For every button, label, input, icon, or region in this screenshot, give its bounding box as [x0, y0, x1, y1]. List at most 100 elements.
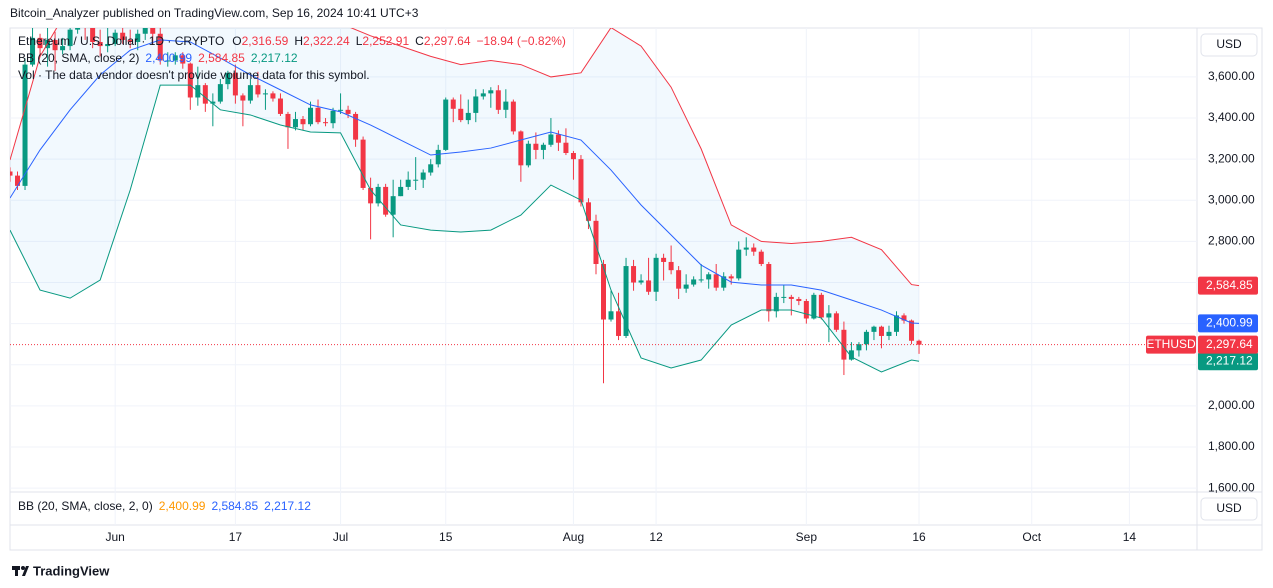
candle-body: [698, 279, 704, 281]
candle-body: [578, 159, 584, 203]
candle-body: [217, 84, 223, 102]
candle-body: [721, 276, 727, 288]
candle-body: [616, 311, 622, 336]
indicator-value: 2,217.12: [264, 499, 311, 513]
candle-body: [856, 344, 862, 351]
candle-body: [826, 313, 832, 318]
price-tag: [1198, 352, 1258, 371]
price-tag-label: 2,297.64: [1206, 337, 1253, 351]
x-tick-label: 15: [439, 530, 453, 544]
c-value: 2,297.64: [424, 34, 471, 48]
candle-body: [848, 350, 854, 360]
candle-body: [135, 33, 141, 42]
plot: [10, 28, 1197, 384]
y-tick-label: 3,600.00: [1208, 69, 1255, 83]
candle-body: [232, 72, 238, 96]
overlays: 1,600.001,800.002,000.002,200.002,400.00…: [105, 69, 1258, 544]
band-line: [10, 84, 920, 373]
candle-body: [120, 32, 126, 40]
candle-body: [788, 296, 794, 299]
candle-body: [157, 33, 163, 61]
o-label: O: [232, 34, 241, 48]
candle-body: [150, 28, 156, 34]
y-tick-label: 2,000.00: [1208, 398, 1255, 412]
candle-body: [180, 55, 186, 64]
candle-body: [465, 112, 471, 121]
candle-body: [533, 143, 539, 150]
x-tick-label: Aug: [563, 530, 584, 544]
candle-body: [713, 274, 719, 288]
currency-button[interactable]: [1200, 33, 1258, 57]
legend-line: Ethereum / U.S. Dollar · 1D · CRYPTO O2,3…: [18, 34, 566, 48]
h-label: H: [294, 34, 303, 48]
bb-label: BB (20, SMA, close, 2): [18, 51, 139, 65]
band-line: [10, 39, 920, 324]
candle-body: [488, 90, 494, 94]
candle-body: [75, 28, 81, 30]
currency-button[interactable]: [1200, 497, 1258, 521]
price-tag: [1198, 314, 1258, 333]
candle-body: [503, 101, 509, 110]
candle-body: [833, 313, 839, 330]
candle-body: [878, 326, 884, 336]
candle-body: [420, 172, 426, 180]
x-tick-label: Jun: [105, 530, 124, 544]
change: −18.94 (−0.82%): [477, 34, 566, 48]
candle-body: [863, 331, 869, 345]
candle-body: [736, 249, 742, 279]
candle-body: [743, 247, 749, 250]
candle-body: [525, 143, 531, 166]
candle-body: [886, 331, 892, 336]
candle-body: [653, 257, 659, 292]
candle-body: [10, 171, 13, 176]
candle-body: [277, 98, 283, 114]
symbol-tag: [1146, 335, 1196, 354]
candle-body: [450, 99, 456, 109]
candle-body: [593, 220, 599, 265]
price-tag: [1198, 276, 1258, 295]
currency[interactable]: USD: [1216, 501, 1242, 515]
candle-body: [285, 113, 291, 128]
candle-body: [548, 134, 554, 145]
candle-body: [473, 96, 479, 113]
candle-body: [781, 296, 787, 298]
candle-body: [570, 152, 576, 160]
candle-body: [916, 340, 922, 345]
candle-body: [315, 107, 321, 123]
y-tick-label: 1,800.00: [1208, 439, 1255, 453]
x-tick-label: 17: [229, 530, 243, 544]
currency[interactable]: USD: [1216, 37, 1242, 51]
y-tick-label: 1,600.00: [1208, 480, 1255, 494]
candle-body: [405, 179, 411, 187]
candle-body: [758, 251, 764, 265]
y-tick-label: 3,200.00: [1208, 151, 1255, 165]
o-value: 2,316.59: [242, 34, 289, 48]
candle-body: [338, 109, 344, 111]
candle-body: [383, 186, 389, 215]
candle-body: [623, 266, 629, 336]
candle-body: [105, 44, 111, 47]
candle-body: [52, 39, 58, 51]
candle-body: [435, 149, 441, 165]
candle-body: [646, 280, 652, 292]
h-value: 2,322.24: [303, 34, 350, 48]
candle-body: [202, 85, 208, 104]
candle-body: [360, 139, 366, 188]
candle-body: [811, 294, 817, 319]
x-tick-label: Jul: [333, 530, 348, 544]
candle-body: [330, 110, 336, 124]
candle-body: [292, 119, 298, 128]
candle-body: [270, 93, 276, 99]
candle-body: [390, 196, 396, 215]
candle-body: [796, 298, 802, 302]
frame: [9, 27, 1263, 551]
candle-body: [323, 122, 329, 124]
candle-body: [631, 266, 637, 283]
candle-body: [225, 72, 231, 85]
candle-body: [510, 101, 516, 132]
candle-body: [901, 315, 907, 321]
candle-body: [37, 37, 43, 49]
candle-body: [210, 101, 216, 104]
candle-body: [751, 247, 757, 252]
candle-body: [676, 270, 682, 289]
